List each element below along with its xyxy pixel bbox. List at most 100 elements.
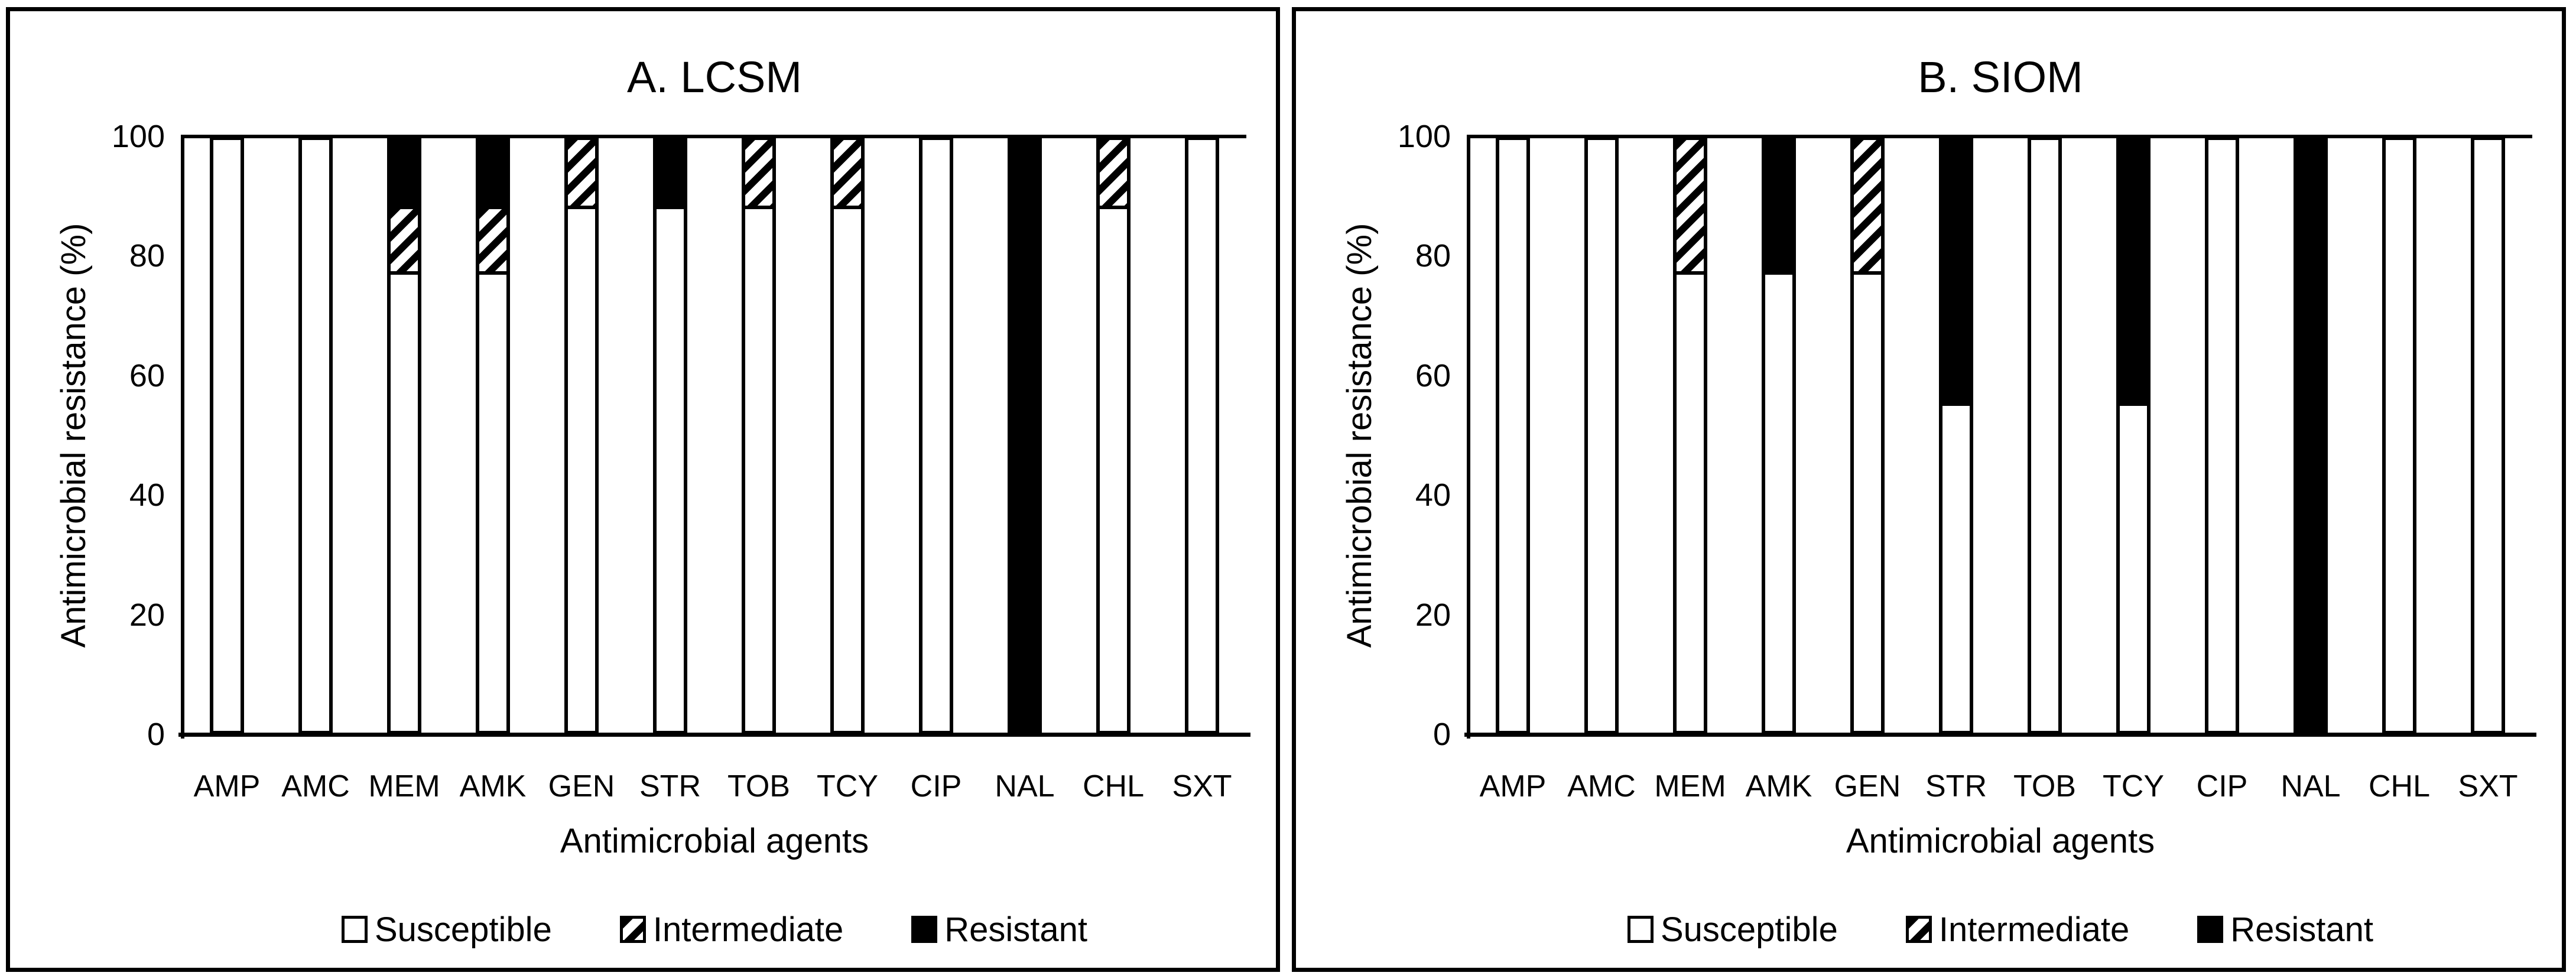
bar-amp [1496, 136, 1530, 734]
bar-nal [1008, 136, 1042, 734]
x-tick-label: TOB [2013, 769, 2076, 804]
bar-mem [1673, 136, 1707, 734]
x-tick-label: STR [639, 769, 701, 804]
x-tick-label: TCY [817, 769, 878, 804]
legend-item-resistant: Resistant [911, 910, 1087, 949]
x-tick-label: SXT [1172, 769, 1232, 804]
bar-str [1939, 136, 1973, 734]
segment-susceptible [1499, 140, 1526, 731]
y-axis-line [181, 135, 184, 739]
gridline-100 [1469, 135, 2532, 138]
y-tick-label: 80 [129, 238, 165, 274]
segment-susceptible [1942, 402, 1970, 731]
chart-title: B. SIOM [1918, 53, 2083, 102]
segment-susceptible [922, 140, 950, 731]
segment-susceptible [657, 206, 684, 731]
bar-cip [2205, 136, 2239, 734]
segment-susceptible [302, 140, 329, 731]
y-axis-line [1467, 135, 1470, 739]
segment-resistant [1011, 140, 1038, 731]
x-tick-label: AMP [1479, 769, 1547, 804]
segment-susceptible [2208, 140, 2236, 731]
segment-resistant [2297, 140, 2324, 731]
y-tick-label: 60 [1415, 357, 1451, 393]
segment-intermediate [1677, 140, 1704, 271]
bar-sxt [1185, 136, 1219, 734]
legend: Susceptible Intermediate Resistant [147, 905, 1282, 954]
x-tick-label: MEM [368, 769, 440, 804]
segment-susceptible [479, 271, 506, 731]
segment-resistant [479, 140, 506, 206]
x-tick-label: TOB [727, 769, 790, 804]
x-axis-line [1464, 733, 2536, 737]
bar-mem [387, 136, 421, 734]
x-axis-title: Antimicrobial agents [560, 822, 869, 860]
segment-susceptible [1854, 271, 1881, 731]
bar-tcy [830, 136, 865, 734]
y-tick-label: 60 [129, 357, 165, 393]
segment-susceptible [1100, 206, 1127, 731]
x-tick-label: AMK [1745, 769, 1812, 804]
bar-gen [1850, 136, 1885, 734]
segment-intermediate [391, 206, 418, 271]
segment-resistant [657, 140, 684, 206]
x-tick-label: NAL [2281, 769, 2341, 804]
segment-susceptible [2031, 140, 2058, 731]
x-axis-line [178, 733, 1250, 737]
chart-panel-b: B. SIOM Antimicrobial resistance (%) 0 20 40… [1292, 7, 2566, 972]
segment-susceptible [2474, 140, 2502, 731]
segment-intermediate [834, 140, 861, 206]
x-tick-label: GEN [1834, 769, 1901, 804]
x-tick-label: AMK [459, 769, 527, 804]
bar-amp [210, 136, 244, 734]
x-axis-title: Antimicrobial agents [1846, 822, 2155, 860]
x-tick-label: CIP [2196, 769, 2248, 804]
segment-susceptible [1677, 271, 1704, 731]
y-axis-title: Antimicrobial resistance (%) [54, 223, 93, 648]
x-tick-label: GEN [548, 769, 615, 804]
segment-resistant [2120, 140, 2147, 402]
legend-item-intermediate: Intermediate [619, 910, 843, 949]
y-tick-label: 40 [1415, 477, 1451, 513]
segment-susceptible [391, 271, 418, 731]
bar-amk [476, 136, 510, 734]
bar-gen [564, 136, 599, 734]
y-tick-label: 20 [129, 597, 165, 633]
legend-label: Resistant [944, 910, 1088, 949]
legend-label: Susceptible [1660, 910, 1838, 949]
chart-panel-a: A. LCSM Antimicrobial resistance (%) 0 20 40… [6, 7, 1280, 972]
legend-item-susceptible: Susceptible [341, 910, 552, 949]
segment-susceptible [745, 206, 772, 731]
y-axis-title: Antimicrobial resistance (%) [1340, 223, 1379, 648]
bar-tob [2028, 136, 2062, 734]
segment-susceptible [834, 206, 861, 731]
x-tick-label: AMP [193, 769, 261, 804]
legend-label: Intermediate [1938, 910, 2130, 949]
y-tick-label: 0 [147, 717, 165, 752]
segment-resistant [1765, 140, 1792, 271]
legend-label: Susceptible [374, 910, 552, 949]
bar-sxt [2471, 136, 2505, 734]
legend-label: Resistant [2230, 910, 2374, 949]
chart-title: A. LCSM [626, 53, 803, 102]
x-tick-label: STR [1925, 769, 1987, 804]
bar-cip [919, 136, 953, 734]
x-tick-label: CIP [910, 769, 962, 804]
legend-swatch-resistant [911, 916, 938, 943]
bar-chl [1096, 136, 1131, 734]
legend-swatch-susceptible [341, 916, 368, 943]
segment-susceptible [1765, 271, 1792, 731]
segment-intermediate [1100, 140, 1127, 206]
x-tick-label: SXT [2458, 769, 2518, 804]
segment-resistant [391, 140, 418, 206]
y-tick-label: 0 [1432, 717, 1451, 752]
bar-nal [2294, 136, 2328, 734]
legend-swatch-intermediate [619, 916, 646, 943]
segment-susceptible [1588, 140, 1615, 731]
segment-susceptible [2120, 402, 2147, 731]
legend-item-intermediate: Intermediate [1905, 910, 2130, 949]
bar-chl [2382, 136, 2416, 734]
bar-tcy [2116, 136, 2151, 734]
segment-intermediate [479, 206, 506, 271]
